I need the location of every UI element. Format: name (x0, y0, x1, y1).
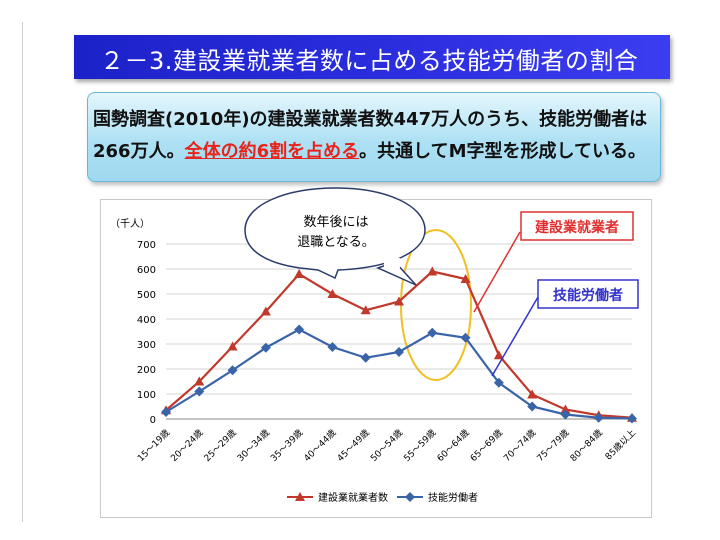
x-tick-label: 15～19歳 (135, 427, 172, 464)
legend-label: 技能労働者 (428, 491, 478, 504)
x-tick-label: 45～49歳 (334, 427, 371, 464)
x-tick-labels: 15～19歳20～24歳25～29歳30～34歳35～39歳40～44歳45～4… (135, 427, 638, 464)
data-point (427, 267, 437, 276)
x-tick-label: 85歳以上 (602, 427, 638, 463)
y-tick-label: 100 (137, 390, 156, 401)
y-unit-label: （千人） (110, 218, 150, 230)
x-tick-label: 75～79歳 (534, 427, 571, 464)
skilled-label-box: 技能労働者 (538, 280, 638, 308)
x-tick-label: 30～34歳 (235, 427, 272, 464)
y-tick-label: 700 (137, 240, 156, 251)
y-tick-label: 400 (137, 315, 156, 326)
y-tick-label: 600 (137, 265, 156, 276)
legend-marker (405, 492, 415, 502)
y-tick-label: 500 (137, 290, 156, 301)
speech-bubble: 数年後には 退職となる。 (245, 188, 425, 285)
y-tick-label: 0 (150, 415, 156, 426)
chart-legend: 建設業就業者数 技能労働者 (287, 491, 478, 504)
data-point (427, 328, 437, 338)
data-point (294, 269, 304, 278)
bubble-line-1: 数年後には (303, 215, 368, 230)
y-tick-label: 200 (137, 365, 156, 376)
x-tick-label: 35～39歳 (268, 427, 305, 464)
x-tick-label: 80～84歳 (567, 427, 604, 464)
data-point (394, 347, 404, 357)
x-tick-label: 55～59歳 (401, 427, 438, 464)
x-tick-label: 25～29歳 (201, 427, 238, 464)
data-point (627, 414, 637, 424)
x-tick-label: 50～54歳 (368, 427, 405, 464)
data-point (361, 353, 371, 363)
legend-label: 建設業就業者数 (318, 491, 388, 504)
x-tick-label: 20～24歳 (168, 427, 205, 464)
x-tick-label: 60～64歳 (434, 427, 471, 464)
bubble-line-2: 退職となる。 (297, 235, 375, 250)
y-tick-labels: 0 100 200 300 400 500 600 700 (137, 240, 156, 426)
construction-label-box: 建設業就業者 (521, 212, 633, 240)
x-tick-label: 70～74歳 (501, 427, 538, 464)
skilled-label: 技能労働者 (553, 287, 623, 304)
y-tick-label: 300 (137, 340, 156, 351)
data-point (294, 325, 304, 335)
construction-label: 建設業就業者 (535, 219, 619, 236)
x-tick-label: 65～69歳 (468, 427, 505, 464)
x-tick-label: 40～44歳 (301, 427, 338, 464)
skilled-connector (492, 297, 538, 376)
